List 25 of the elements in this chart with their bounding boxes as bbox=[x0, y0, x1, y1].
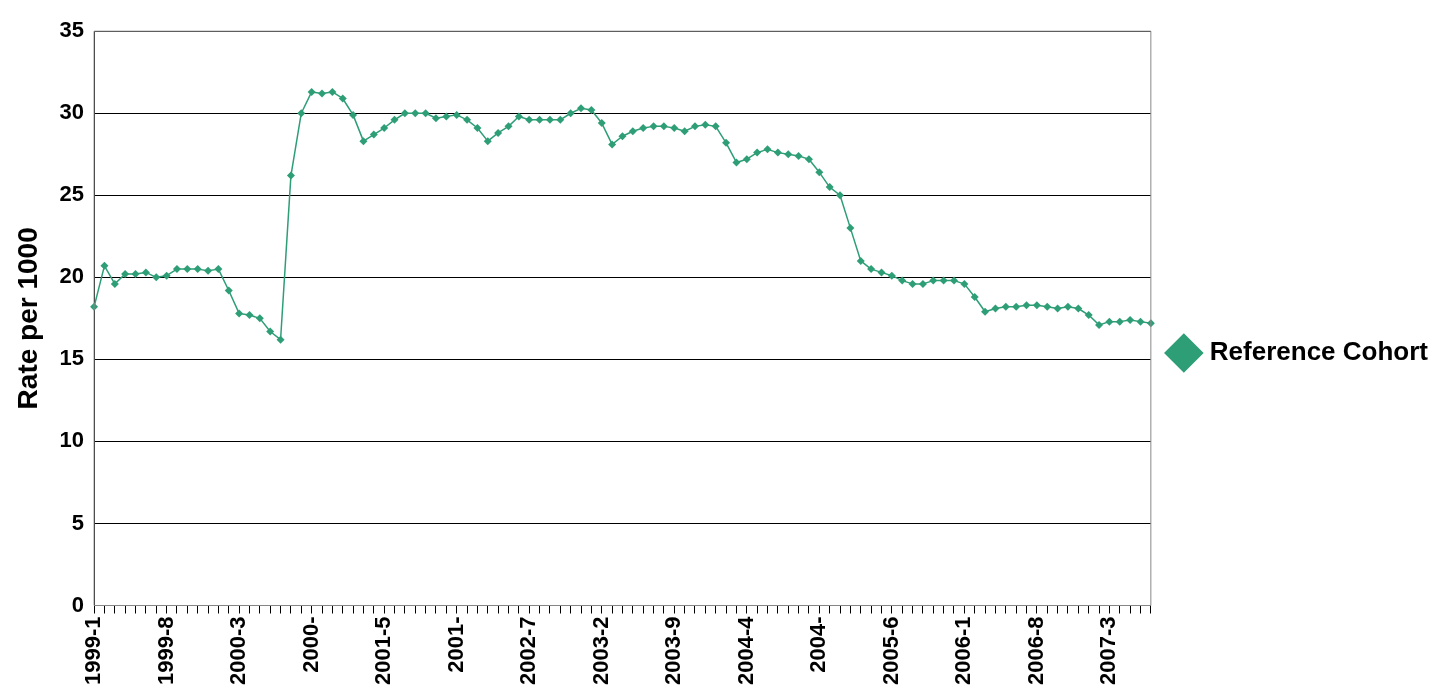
x-tick-label: 2004- bbox=[805, 616, 831, 673]
legend-label: Reference Cohort bbox=[1209, 336, 1429, 367]
x-tick-label: 2000- bbox=[297, 616, 323, 673]
x-tick-label: 2001- bbox=[442, 616, 468, 673]
x-tick-label: 2002-7 bbox=[515, 616, 541, 686]
x-tick-label: 2006-8 bbox=[1022, 616, 1048, 686]
x-tick-label: 1999-8 bbox=[152, 616, 178, 686]
y-tick-label: 20 bbox=[59, 263, 85, 289]
y-tick-label: 25 bbox=[59, 181, 85, 207]
x-tick-label: 2003-9 bbox=[660, 616, 686, 686]
y-tick-label: 0 bbox=[71, 591, 85, 617]
y-tick-label: 15 bbox=[59, 345, 85, 371]
y-axis-title: Rate per 1000 bbox=[11, 227, 43, 410]
y-tick-label: 30 bbox=[59, 99, 85, 125]
y-tick-label: 10 bbox=[59, 427, 85, 453]
x-tick-label: 2006-1 bbox=[950, 616, 976, 686]
x-tick-label: 2003-2 bbox=[587, 616, 613, 686]
y-tick-label: 35 bbox=[59, 17, 85, 43]
x-tick-label: 2001-5 bbox=[370, 616, 396, 686]
x-tick-label: 1999-1 bbox=[80, 616, 106, 686]
x-tick-label: 2000-3 bbox=[225, 616, 251, 686]
x-tick-label: 2005-6 bbox=[877, 616, 903, 686]
y-tick-label: 5 bbox=[71, 509, 85, 535]
x-tick-label: 2004-4 bbox=[732, 615, 758, 686]
x-tick-label: 2007-3 bbox=[1095, 616, 1121, 686]
